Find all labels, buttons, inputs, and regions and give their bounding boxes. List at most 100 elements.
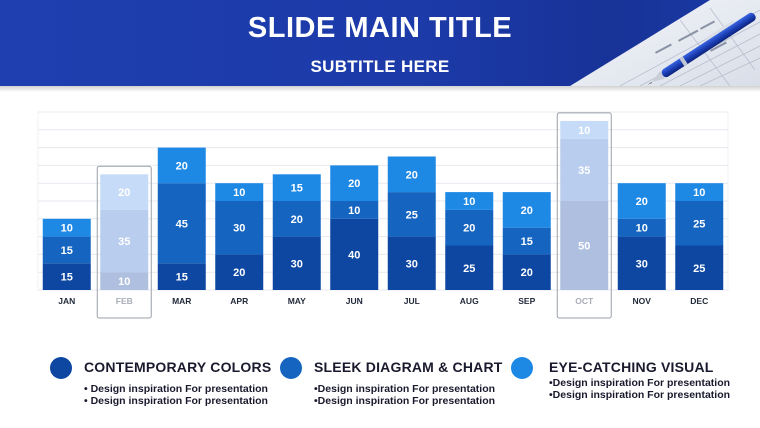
data-label: 20 [463, 223, 475, 235]
bar-segment-jan-1 [42, 263, 91, 290]
bar-segment-aug-1 [445, 245, 494, 290]
data-label: 10 [463, 196, 475, 208]
legend-desc-line: • Design inspiration For presentation [84, 383, 268, 395]
bar-segment-mar-2 [157, 183, 206, 264]
bar-segment-may-3 [272, 174, 321, 201]
data-label: 20 [118, 187, 130, 199]
x-tick-label: JAN [58, 296, 75, 306]
bar-segment-jul-2 [387, 192, 436, 237]
slide-title: SLIDE MAIN TITLE [247, 12, 513, 44]
bar-segment-oct-1 [560, 201, 609, 290]
bar-segment-nov-2 [617, 218, 666, 237]
bar-segment-jan-3 [42, 218, 91, 237]
data-label: 40 [348, 249, 360, 261]
data-label: 25 [693, 218, 705, 230]
bar-segment-sep-1 [502, 254, 551, 290]
slide-subtitle: SUBTITLE HERE [310, 57, 450, 76]
data-label: 35 [118, 236, 130, 248]
data-label: 25 [463, 263, 475, 275]
bar-segment-aug-2 [445, 209, 494, 246]
bar-segment-apr-1 [215, 254, 264, 290]
data-label: 20 [521, 267, 533, 279]
bar-segment-dec-3 [675, 183, 724, 201]
bar-segment-nov-1 [617, 236, 666, 290]
x-tick-label: JUL [404, 296, 420, 306]
bar-segment-apr-3 [215, 183, 264, 201]
data-label: 20 [233, 267, 245, 279]
data-label: 25 [406, 209, 418, 221]
data-label: 20 [291, 214, 303, 226]
legend-desc-line: •Design inspiration For presentation [549, 377, 731, 389]
x-tick-label: APR [230, 296, 248, 306]
data-label: 50 [578, 241, 590, 253]
data-label: 30 [636, 258, 648, 270]
bar-segment-mar-3 [157, 147, 206, 184]
data-label: 15 [176, 272, 188, 284]
bar-segment-feb-2 [100, 209, 149, 273]
data-label: 15 [61, 272, 73, 284]
bar-segment-jun-3 [330, 165, 379, 201]
legend-desc-line: •Design inspiration For presentation [549, 389, 731, 401]
data-label: 10 [348, 205, 360, 217]
data-label: 15 [61, 245, 73, 257]
bar-segment-nov-3 [617, 183, 666, 219]
legend-dot-icon [50, 357, 72, 379]
bar-segment-feb-1 [100, 272, 149, 290]
data-label: 10 [693, 187, 705, 199]
bar-segment-dec-2 [675, 201, 724, 246]
legend-title: CONTEMPORARY COLORS [84, 359, 272, 375]
data-label: 45 [176, 218, 188, 230]
data-label: 20 [348, 178, 360, 190]
x-tick-label: OCT [575, 296, 594, 306]
bar-segment-jul-3 [387, 156, 436, 193]
data-label: 25 [693, 263, 705, 275]
bar-segment-feb-3 [100, 174, 149, 210]
bar-segment-apr-2 [215, 201, 264, 255]
bar-segment-sep-2 [502, 227, 551, 255]
legend-desc-line: •Design inspiration For presentation [314, 383, 496, 395]
x-tick-label: SEP [518, 296, 535, 306]
bar-segment-may-2 [272, 201, 321, 237]
data-label: 30 [233, 223, 245, 235]
x-tick-label: MAY [288, 296, 306, 306]
bar-segment-oct-3 [560, 120, 609, 139]
data-label: 20 [176, 160, 188, 172]
x-tick-label: FEB [116, 296, 133, 306]
data-label: 20 [636, 196, 648, 208]
data-label: 20 [406, 169, 418, 181]
data-label: 15 [521, 236, 533, 248]
data-label: 10 [636, 223, 648, 235]
header-shadow [0, 86, 760, 92]
x-tick-label: DEC [690, 296, 708, 306]
bar-segment-jun-1 [330, 218, 379, 290]
legend-desc-line: • Design inspiration For presentation [84, 395, 268, 407]
bar-segment-oct-2 [560, 138, 609, 201]
bar-segment-jun-2 [330, 201, 379, 219]
x-tick-label: JUN [346, 296, 363, 306]
pen-and-document-photo [570, 0, 760, 86]
data-label: 15 [291, 183, 303, 195]
legend-title: SLEEK DIAGRAM & CHART [314, 359, 503, 375]
x-tick-label: MAR [172, 296, 191, 306]
bar-segment-may-1 [272, 236, 321, 290]
data-label: 30 [406, 258, 418, 270]
legend-dot-icon [511, 357, 533, 379]
bar-segment-dec-1 [675, 245, 724, 290]
legend-title: EYE-CATCHING VISUAL [549, 359, 714, 375]
bar-segment-sep-3 [502, 192, 551, 228]
legend-desc-line: •Design inspiration For presentation [314, 395, 496, 407]
bar-segment-mar-1 [157, 263, 206, 290]
header-banner: SLIDE MAIN TITLE SUBTITLE HERE [0, 0, 760, 86]
data-label: 10 [578, 125, 590, 137]
data-label: 35 [578, 165, 590, 177]
data-label: 30 [291, 258, 303, 270]
legend-dot-icon [280, 357, 302, 379]
data-label: 10 [118, 276, 130, 288]
x-tick-label: NOV [633, 296, 652, 306]
highlight-frame-oct [556, 112, 612, 319]
data-label: 10 [61, 223, 73, 235]
x-tick-label: AUG [460, 296, 479, 306]
bar-segment-jan-2 [42, 236, 91, 264]
highlight-frame-feb [96, 165, 152, 319]
bar-segment-jul-1 [387, 236, 436, 290]
